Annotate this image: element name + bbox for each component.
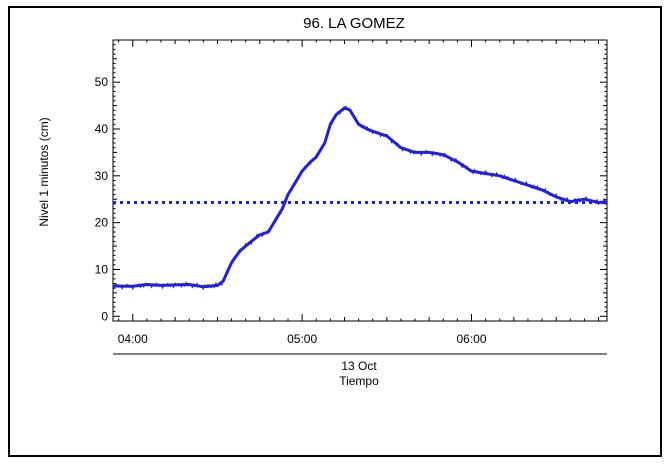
y-axis-ticks: 0 10 20 30 40 50 <box>95 39 607 323</box>
x-tick-label: 05:00 <box>287 332 317 346</box>
x-axis-ticks: 04:00 05:00 06:00 <box>118 40 600 346</box>
y-tick-label: 30 <box>95 169 109 183</box>
plot-area <box>112 39 608 322</box>
y-tick-label: 50 <box>95 75 109 89</box>
x-tick-label: 06:00 <box>456 332 486 346</box>
y-axis-label: Nivel 1 minutos (cm) <box>37 117 51 226</box>
chart-frame: 96. LA GOMEZ Nivel 1 minutos (cm) 0 10 20 3… <box>8 6 662 457</box>
y-tick-label: 10 <box>95 262 109 276</box>
date-label: 13 Oct <box>341 359 377 373</box>
x-tick-label: 04:00 <box>118 332 148 346</box>
y-tick-label: 20 <box>95 216 109 230</box>
plot-border <box>112 39 608 322</box>
series-line <box>112 106 608 289</box>
y-tick-label: 40 <box>95 122 109 136</box>
y-tick-label: 0 <box>101 309 108 323</box>
x-axis-label: Tiempo <box>339 374 379 388</box>
chart-title: 96. LA GOMEZ <box>303 15 405 32</box>
chart-svg: 96. LA GOMEZ Nivel 1 minutos (cm) 0 10 20 3… <box>37 15 608 388</box>
series-line-raw <box>112 105 608 291</box>
